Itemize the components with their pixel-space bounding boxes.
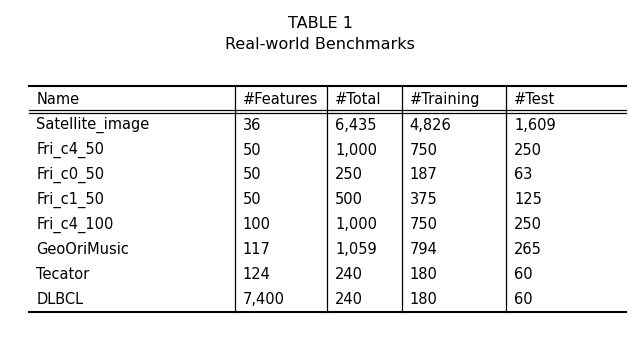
Text: 1,000: 1,000 <box>335 217 377 232</box>
Text: 50: 50 <box>243 167 261 183</box>
Text: 250: 250 <box>514 217 542 232</box>
Text: 250: 250 <box>514 143 542 158</box>
Text: 60: 60 <box>514 267 533 282</box>
Text: 124: 124 <box>243 267 270 282</box>
Text: 7,400: 7,400 <box>243 292 285 307</box>
Text: Fri_c1_50: Fri_c1_50 <box>36 192 104 208</box>
Text: Tecator: Tecator <box>36 267 90 282</box>
Text: 265: 265 <box>514 242 542 257</box>
Text: 500: 500 <box>335 192 363 207</box>
Text: 187: 187 <box>410 167 438 183</box>
Text: 1,059: 1,059 <box>335 242 377 257</box>
Text: Name: Name <box>36 92 79 107</box>
Text: Fri_c4_50: Fri_c4_50 <box>36 142 104 158</box>
Text: 6,435: 6,435 <box>335 118 376 133</box>
Text: Satellite_image: Satellite_image <box>36 117 150 133</box>
Text: #Features: #Features <box>243 92 318 107</box>
Text: 750: 750 <box>410 143 438 158</box>
Text: 180: 180 <box>410 267 438 282</box>
Text: 36: 36 <box>243 118 261 133</box>
Text: 180: 180 <box>410 292 438 307</box>
Text: DLBCL: DLBCL <box>36 292 84 307</box>
Text: 117: 117 <box>243 242 270 257</box>
Text: 60: 60 <box>514 292 533 307</box>
Text: 240: 240 <box>335 267 363 282</box>
Text: Fri_c0_50: Fri_c0_50 <box>36 167 104 183</box>
Text: #Total: #Total <box>335 92 381 107</box>
Text: 794: 794 <box>410 242 438 257</box>
Text: 4,826: 4,826 <box>410 118 451 133</box>
Text: 125: 125 <box>514 192 542 207</box>
Text: 63: 63 <box>514 167 532 183</box>
Text: 100: 100 <box>243 217 271 232</box>
Text: GeoOriMusic: GeoOriMusic <box>36 242 129 257</box>
Text: #Test: #Test <box>514 92 556 107</box>
Text: 375: 375 <box>410 192 437 207</box>
Text: 50: 50 <box>243 192 261 207</box>
Text: 240: 240 <box>335 292 363 307</box>
Text: 1,609: 1,609 <box>514 118 556 133</box>
Text: 750: 750 <box>410 217 438 232</box>
Text: 50: 50 <box>243 143 261 158</box>
Text: #Training: #Training <box>410 92 480 107</box>
Text: Real-world Benchmarks: Real-world Benchmarks <box>225 37 415 52</box>
Text: Fri_c4_100: Fri_c4_100 <box>36 217 114 233</box>
Text: TABLE 1: TABLE 1 <box>287 16 353 31</box>
Text: 250: 250 <box>335 167 363 183</box>
Text: 1,000: 1,000 <box>335 143 377 158</box>
